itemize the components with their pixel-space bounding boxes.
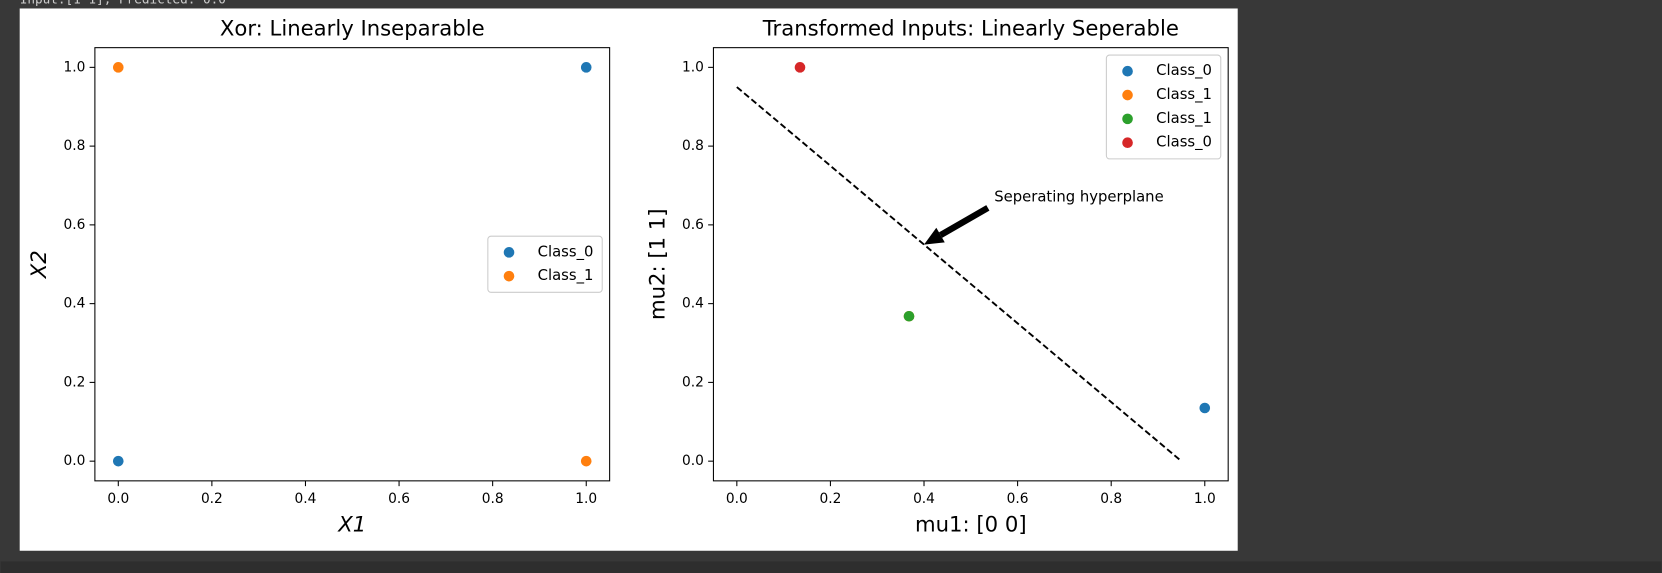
scatter-point [580, 455, 592, 467]
x-tick-label: 0.0 [726, 491, 748, 507]
x-tick-label: 0.6 [1007, 491, 1029, 507]
y-tick-label: 1.0 [682, 59, 704, 75]
legend-label: Class_1 [1156, 110, 1212, 127]
legend-marker [1122, 113, 1133, 125]
legend-box [487, 235, 603, 293]
y-tick-label: 0.4 [682, 296, 704, 312]
annotation-arrow-head [924, 227, 945, 245]
x-tick-label: 0.0 [107, 491, 129, 507]
legend-marker [1122, 137, 1133, 149]
y-tick-label: 0.8 [63, 138, 85, 154]
output-text: Input:[1 1], Predicted: 0.0 [20, 0, 226, 7]
legend-marker [1122, 89, 1133, 101]
legend-box [1105, 54, 1222, 160]
y-tick-label: 0.2 [63, 374, 85, 390]
bottom-bar [0, 561, 1662, 573]
y-axis-label: X2 [26, 250, 51, 279]
x-axis-label: mu1: [0 0] [915, 511, 1027, 536]
x-tick-label: 0.2 [201, 491, 223, 507]
y-tick-label: 0.4 [63, 296, 85, 312]
y-tick-label: 0.0 [63, 453, 85, 469]
y-tick-label: 0.6 [63, 217, 85, 233]
scatter-point [794, 62, 806, 73]
y-tick-label: 0.2 [682, 374, 704, 390]
legend-marker [503, 270, 515, 282]
legend-marker [1122, 65, 1133, 77]
annotation-arrow-shaft [938, 205, 990, 238]
x-tick-label: 1.0 [1194, 491, 1216, 507]
x-tick-label: 1.0 [575, 491, 597, 507]
chart-title: Xor: Linearly Inseparable [220, 16, 485, 41]
scatter-point [903, 310, 915, 322]
x-tick-label: 0.4 [913, 491, 935, 507]
x-tick-label: 0.4 [295, 491, 317, 507]
scatter-point [1199, 402, 1211, 414]
legend-label: Class_1 [538, 267, 594, 284]
y-axis-label: mu2: [1 1] [644, 208, 669, 320]
legend-label: Class_0 [1156, 134, 1212, 151]
scatter-point [112, 62, 124, 73]
y-tick-label: 0.8 [682, 138, 704, 154]
legend-label: Class_1 [1156, 86, 1212, 103]
axes-frame [712, 47, 1229, 482]
scatter-point [112, 455, 124, 467]
y-tick-label: 0.0 [682, 453, 704, 469]
axes-frame [94, 47, 611, 482]
y-tick-label: 1.0 [63, 59, 85, 75]
figure [19, 8, 1238, 551]
separating-line [736, 86, 1182, 462]
chart-title: Transformed Inputs: Linearly Seperable [762, 16, 1179, 41]
legend-label: Class_0 [1156, 62, 1212, 79]
x-axis-label: X1 [337, 511, 366, 536]
x-tick-label: 0.8 [482, 491, 504, 507]
y-tick-label: 0.6 [682, 217, 704, 233]
x-tick-label: 0.2 [819, 491, 841, 507]
legend-marker [503, 247, 515, 258]
legend-label: Class_0 [538, 243, 594, 260]
x-tick-label: 0.8 [1100, 491, 1122, 507]
scatter-point [580, 62, 592, 73]
x-tick-label: 0.6 [388, 491, 410, 507]
annotation-text: Seperating hyperplane [994, 188, 1163, 205]
